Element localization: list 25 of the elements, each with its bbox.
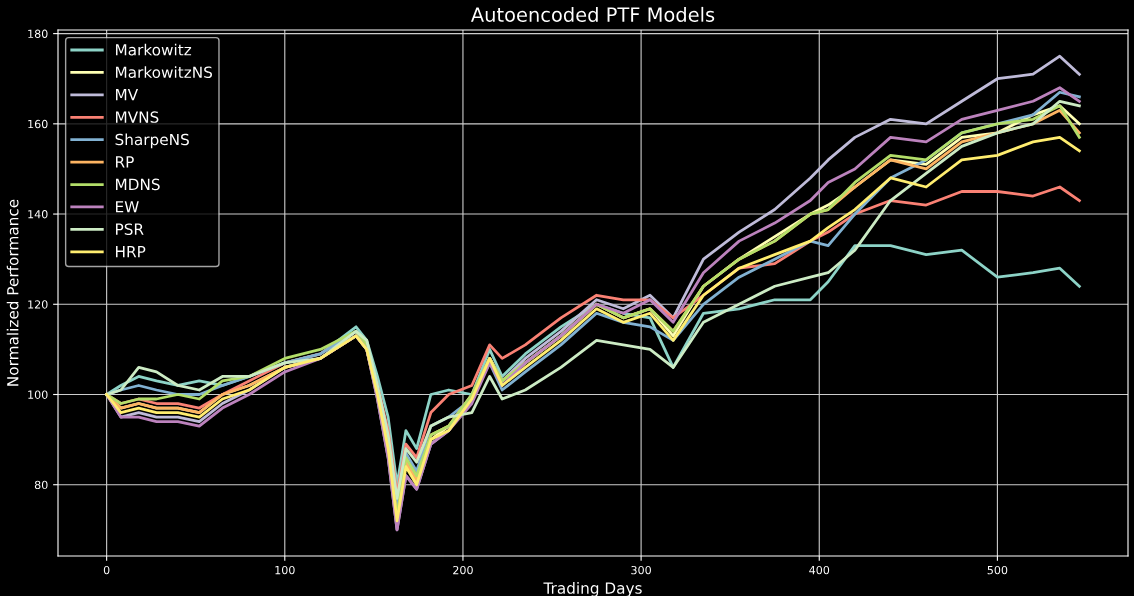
legend-label: MarkowitzNS — [116, 66, 213, 78]
x-tick-label: 0 — [103, 565, 110, 575]
legend-label: Markowitz — [116, 43, 192, 56]
chart-title: Autoencoded PTF Models — [470, 6, 715, 22]
legend-label: MV — [116, 89, 139, 101]
y-tick-label: 180 — [28, 29, 48, 38]
legend-label: RP — [116, 156, 134, 168]
y-tick-label: 160 — [28, 119, 48, 129]
x-tick-label: 300 — [631, 565, 651, 575]
y-tick-label: 80 — [34, 480, 48, 490]
legend-label: EW — [116, 201, 139, 213]
y-tick-label: 140 — [28, 210, 48, 219]
legend-label: MDNS — [116, 178, 160, 191]
x-axis-title: Trading Days — [543, 582, 642, 596]
x-tick-label: 100 — [275, 565, 295, 575]
legend-label: SharpeNS — [115, 133, 189, 149]
x-tick-label: 200 — [453, 565, 473, 575]
y-axis-title: Normalized Performance — [6, 199, 19, 386]
legend-label: HRP — [116, 246, 146, 258]
x-tick-label: 500 — [987, 565, 1008, 575]
legend-label: MVNS — [116, 111, 159, 123]
legend-label: PSR — [116, 223, 144, 235]
y-tick-label: 120 — [28, 300, 48, 309]
y-tick-label: 100 — [28, 390, 48, 399]
x-tick-label: 400 — [809, 565, 830, 575]
